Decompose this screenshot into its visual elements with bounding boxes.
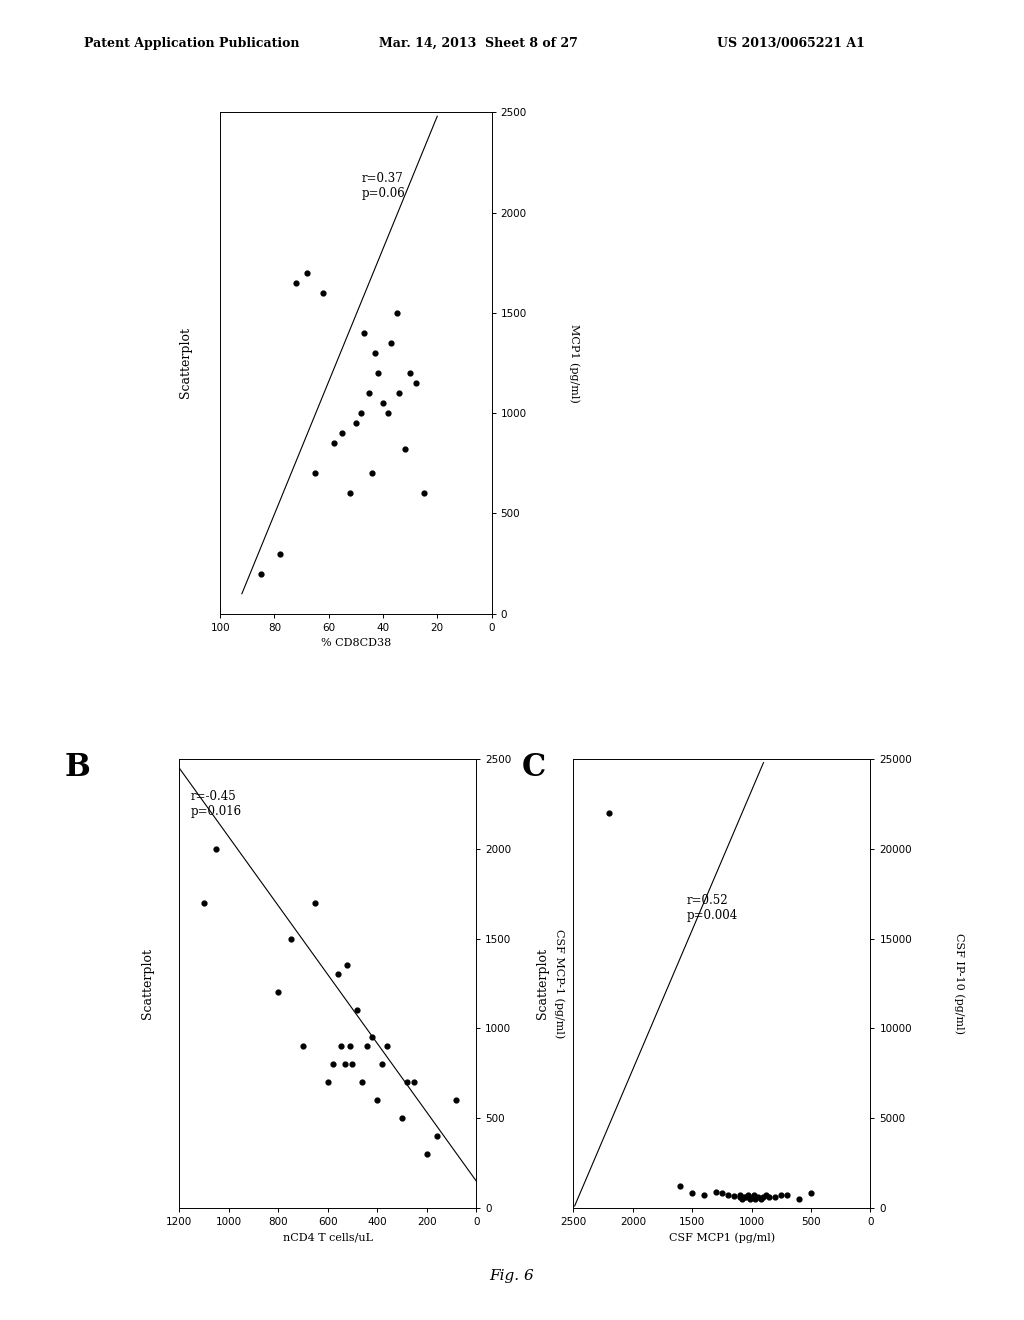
Point — [344, 1053, 360, 1074]
Y-axis label: MCP1 (pg/ml): MCP1 (pg/ml) — [569, 323, 580, 403]
Point — [408, 372, 424, 393]
Point — [330, 964, 346, 985]
Point — [364, 1027, 380, 1048]
X-axis label: % CD8CD38: % CD8CD38 — [321, 639, 391, 648]
Point — [388, 302, 404, 323]
Point — [736, 1187, 753, 1208]
X-axis label: CSF MCP1 (pg/ml): CSF MCP1 (pg/ml) — [669, 1233, 775, 1243]
Point — [359, 1036, 376, 1057]
Point — [337, 1053, 353, 1074]
Point — [753, 1188, 769, 1209]
Point — [734, 1188, 751, 1209]
Point — [737, 1187, 754, 1208]
Point — [419, 1143, 435, 1164]
Point — [672, 1176, 688, 1197]
Text: r=0.52
p=0.004: r=0.52 p=0.004 — [686, 894, 737, 921]
Y-axis label: CSF IP-10 (pg/ml): CSF IP-10 (pg/ml) — [954, 933, 965, 1034]
Point — [761, 1187, 777, 1208]
Point — [307, 463, 324, 484]
Point — [380, 403, 396, 424]
Point — [714, 1183, 730, 1204]
Point — [740, 1184, 757, 1205]
Point — [803, 1183, 819, 1204]
Point — [347, 413, 365, 434]
Point — [355, 322, 372, 343]
Text: Patent Application Publication: Patent Application Publication — [84, 37, 299, 50]
Text: Scatterplot: Scatterplot — [536, 948, 549, 1019]
Point — [326, 433, 342, 454]
Point — [708, 1181, 724, 1203]
Point — [767, 1187, 783, 1208]
Point — [208, 838, 224, 859]
Point — [379, 1036, 395, 1057]
Point — [601, 803, 617, 824]
Point — [253, 564, 269, 585]
Point — [383, 333, 399, 354]
Point — [720, 1184, 736, 1205]
Point — [696, 1184, 713, 1205]
Point — [428, 1126, 444, 1147]
Point — [374, 1053, 390, 1074]
Point — [288, 272, 304, 293]
Point — [370, 363, 386, 384]
Point — [333, 1036, 349, 1057]
Point — [364, 463, 380, 484]
Point — [391, 383, 408, 404]
Point — [742, 1188, 759, 1209]
Point — [449, 1089, 465, 1110]
Point — [779, 1184, 796, 1205]
Point — [307, 892, 324, 913]
Point — [369, 1089, 385, 1110]
Point — [726, 1185, 742, 1206]
Point — [416, 483, 432, 504]
Point — [367, 342, 383, 363]
Text: Scatterplot: Scatterplot — [141, 948, 155, 1019]
Text: Scatterplot: Scatterplot — [179, 327, 193, 399]
Point — [407, 1072, 423, 1093]
Text: C: C — [522, 752, 547, 783]
Point — [375, 392, 391, 413]
Point — [684, 1183, 700, 1204]
Point — [773, 1184, 790, 1205]
Point — [756, 1187, 772, 1208]
Point — [325, 1053, 341, 1074]
Point — [295, 1036, 311, 1057]
Point — [745, 1184, 762, 1205]
Point — [731, 1184, 748, 1205]
Point — [299, 263, 315, 284]
Point — [758, 1184, 774, 1205]
Point — [339, 954, 355, 975]
Text: r=-0.45
p=0.016: r=-0.45 p=0.016 — [191, 791, 243, 818]
Point — [791, 1188, 807, 1209]
Point — [398, 1072, 415, 1093]
Point — [271, 543, 288, 564]
Text: Mar. 14, 2013  Sheet 8 of 27: Mar. 14, 2013 Sheet 8 of 27 — [379, 37, 578, 50]
Point — [744, 1187, 761, 1208]
Point — [342, 483, 358, 504]
Text: US 2013/0065221 A1: US 2013/0065221 A1 — [717, 37, 864, 50]
Point — [349, 999, 366, 1020]
Text: Fig. 6: Fig. 6 — [489, 1270, 535, 1283]
X-axis label: nCD4 T cells/uL: nCD4 T cells/uL — [283, 1233, 373, 1242]
Point — [354, 1072, 371, 1093]
Point — [393, 1107, 410, 1129]
Point — [361, 383, 378, 404]
Text: B: B — [65, 752, 90, 783]
Point — [731, 1187, 748, 1208]
Point — [196, 892, 212, 913]
Point — [746, 1188, 763, 1209]
Point — [342, 1036, 358, 1057]
Point — [334, 422, 350, 444]
Point — [353, 403, 370, 424]
Point — [396, 438, 413, 459]
Point — [750, 1187, 766, 1208]
Text: r=0.37
p=0.06: r=0.37 p=0.06 — [361, 173, 406, 201]
Y-axis label: CSF MCP-1 (pg/ml): CSF MCP-1 (pg/ml) — [554, 929, 564, 1038]
Point — [270, 982, 287, 1003]
Point — [401, 363, 418, 384]
Point — [319, 1072, 336, 1093]
Point — [315, 282, 332, 304]
Point — [283, 928, 299, 949]
